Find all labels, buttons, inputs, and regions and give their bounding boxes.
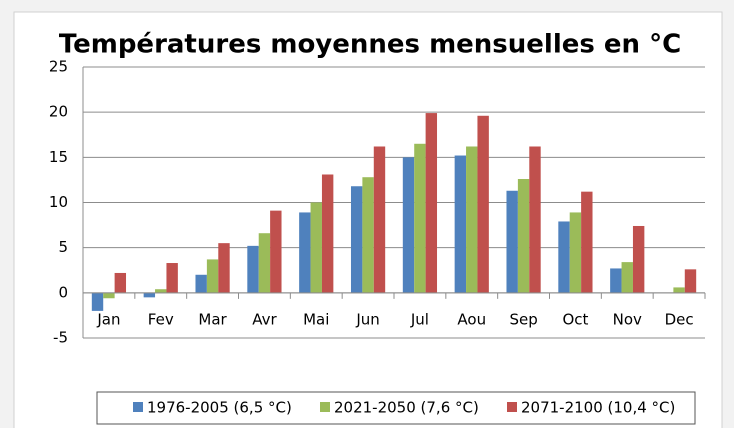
x-tick-label: Sep [509,310,537,328]
x-tick-label: Jun [355,310,379,328]
bar [529,146,541,293]
bar [362,177,374,293]
y-tick-label: 25 [49,58,68,76]
bar [425,113,438,293]
x-tick-label: Mar [198,310,227,328]
legend [96,391,696,425]
bar [454,155,467,293]
y-tick-label: 15 [49,148,68,166]
bar [321,174,334,293]
bar [155,289,167,293]
x-tick-label: Aou [457,310,486,328]
y-tick-label: 0 [58,283,68,301]
bar [373,146,386,293]
bar [258,233,271,293]
legend-label: 2021-2050 (7,6 °C) [334,399,479,417]
y-tick-label: 10 [49,193,68,211]
x-tick-label: Avr [252,310,277,328]
bar [195,274,207,293]
bar [621,262,633,293]
x-tick-label: Oct [562,310,588,328]
bar [581,191,593,293]
bar [310,202,322,293]
chart-title: Températures moyennes mensuelles en °C [59,30,681,60]
legend-swatch [507,402,517,412]
y-tick-label: 5 [58,238,68,256]
legend-label: 1976-2005 (6,5 °C) [147,399,292,417]
y-tick-label: -5 [53,329,68,347]
bar [91,292,104,311]
legend-swatch [133,402,143,412]
bar [270,210,282,293]
bar [206,259,219,293]
bar [632,225,645,293]
bar [247,245,259,293]
x-tick-label: Jul [410,310,429,328]
bar [673,287,685,293]
x-tick-label: Nov [613,310,642,328]
bar [414,143,426,293]
bar [569,212,582,293]
bar [402,157,415,293]
bar [558,221,570,293]
bar [466,146,478,293]
bar [143,292,156,298]
bar [350,186,363,293]
bar [517,179,530,293]
bar [684,269,697,293]
bar [218,243,230,293]
bar [477,115,489,293]
bar [114,272,127,293]
x-tick-label: Fev [148,310,174,328]
bar [506,190,518,293]
bar [299,212,311,293]
y-tick-label: 20 [49,103,68,121]
legend-swatch [320,402,330,412]
bar [166,263,178,293]
bar [103,292,115,299]
x-tick-label: Jan [96,310,120,328]
x-tick-label: Dec [665,310,694,328]
legend-label: 2071-2100 (10,4 °C) [521,399,675,417]
x-tick-label: Mai [303,310,329,328]
bar [610,268,622,293]
